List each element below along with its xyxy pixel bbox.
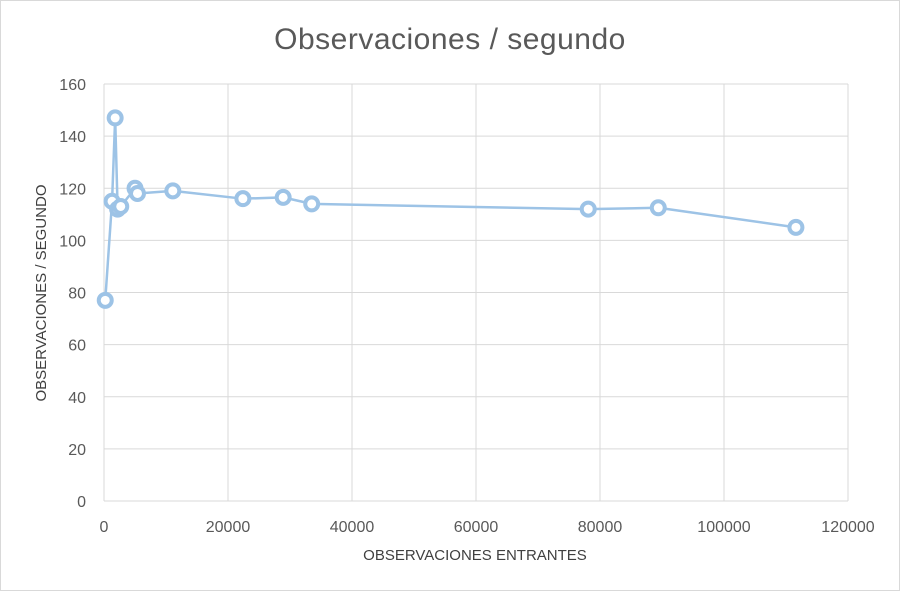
y-tick-label: 100 (59, 233, 86, 250)
y-axis-title: OBSERVACIONES / SEGUNDO (33, 185, 50, 402)
y-tick-labels: 0 20 40 60 80 100 120 140 160 (59, 77, 86, 511)
x-tick-label: 20000 (206, 519, 251, 536)
y-tick-label: 160 (59, 77, 86, 94)
x-tick-label: 120000 (821, 519, 874, 536)
data-points (96, 109, 805, 309)
data-point (106, 109, 124, 127)
y-tick-label: 80 (68, 286, 86, 303)
series-line (103, 116, 797, 301)
data-point (274, 188, 292, 206)
y-tick-label: 140 (59, 129, 86, 146)
y-tick-label: 20 (68, 442, 86, 459)
x-tick-label: 60000 (454, 519, 499, 536)
x-axis-title: OBSERVACIONES ENTRANTES (363, 547, 587, 564)
x-tick-label: 0 (100, 519, 109, 536)
data-point (128, 184, 146, 202)
y-tick-label: 60 (68, 338, 86, 355)
y-tick-label: 0 (77, 494, 86, 511)
data-point (579, 200, 597, 218)
y-tick-label: 120 (59, 181, 86, 198)
data-point (649, 199, 667, 217)
data-point (164, 182, 182, 200)
chart-title: Observaciones / segundo (274, 23, 626, 56)
x-tick-label: 40000 (330, 519, 375, 536)
gridlines (103, 83, 849, 502)
data-point (112, 197, 130, 215)
data-point (787, 218, 805, 236)
x-tick-labels: 0 20000 40000 60000 80000 100000 120000 (100, 519, 875, 536)
x-tick-label: 100000 (697, 519, 750, 536)
data-point (234, 190, 252, 208)
data-point (303, 195, 321, 213)
y-tick-label: 40 (68, 390, 86, 407)
x-tick-label: 80000 (578, 519, 623, 536)
data-point (96, 291, 114, 309)
